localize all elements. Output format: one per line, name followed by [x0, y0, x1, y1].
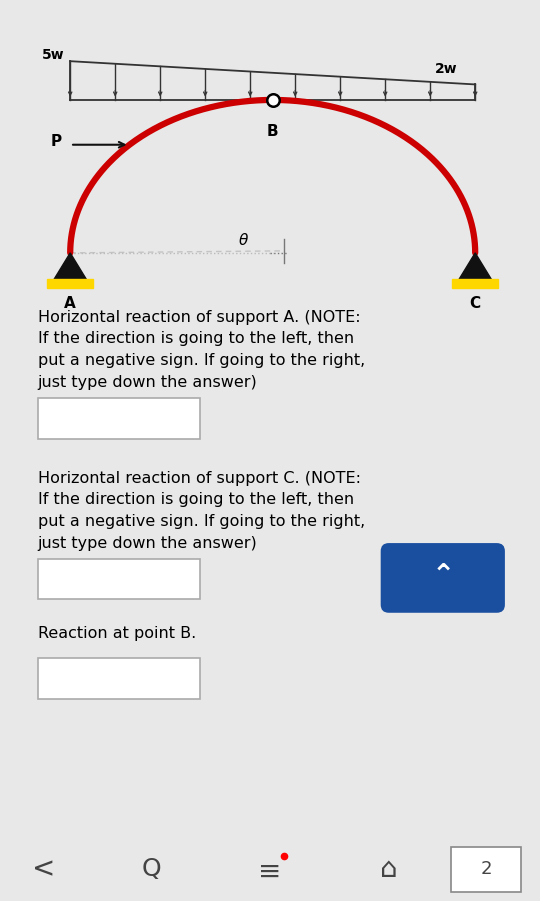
Text: Horizontal reaction of support C. (NOTE:
If the direction is going to the left, : Horizontal reaction of support C. (NOTE:…: [38, 470, 365, 551]
Text: 2w: 2w: [435, 62, 457, 77]
FancyBboxPatch shape: [381, 543, 505, 613]
Text: 2: 2: [480, 860, 492, 878]
Text: C: C: [470, 296, 481, 311]
Text: Q: Q: [141, 858, 161, 881]
Text: Horizontal reaction of support A. (NOTE:
If the direction is going to the left, : Horizontal reaction of support A. (NOTE:…: [38, 310, 365, 389]
Polygon shape: [48, 279, 93, 288]
Text: <: <: [31, 855, 55, 884]
FancyBboxPatch shape: [451, 847, 521, 892]
Text: A: A: [64, 296, 76, 311]
Text: ≡: ≡: [258, 858, 282, 886]
FancyBboxPatch shape: [38, 398, 200, 439]
Text: θ: θ: [238, 233, 248, 248]
Text: ⌃: ⌃: [431, 563, 455, 591]
Polygon shape: [459, 253, 491, 279]
Polygon shape: [54, 253, 86, 279]
Polygon shape: [453, 279, 498, 288]
Text: ⌂: ⌂: [380, 855, 397, 884]
FancyBboxPatch shape: [38, 560, 200, 599]
FancyBboxPatch shape: [38, 659, 200, 698]
Text: 5w: 5w: [42, 48, 65, 62]
Text: P: P: [51, 134, 62, 149]
Text: B: B: [267, 124, 279, 140]
Text: Reaction at point B.: Reaction at point B.: [38, 626, 196, 642]
